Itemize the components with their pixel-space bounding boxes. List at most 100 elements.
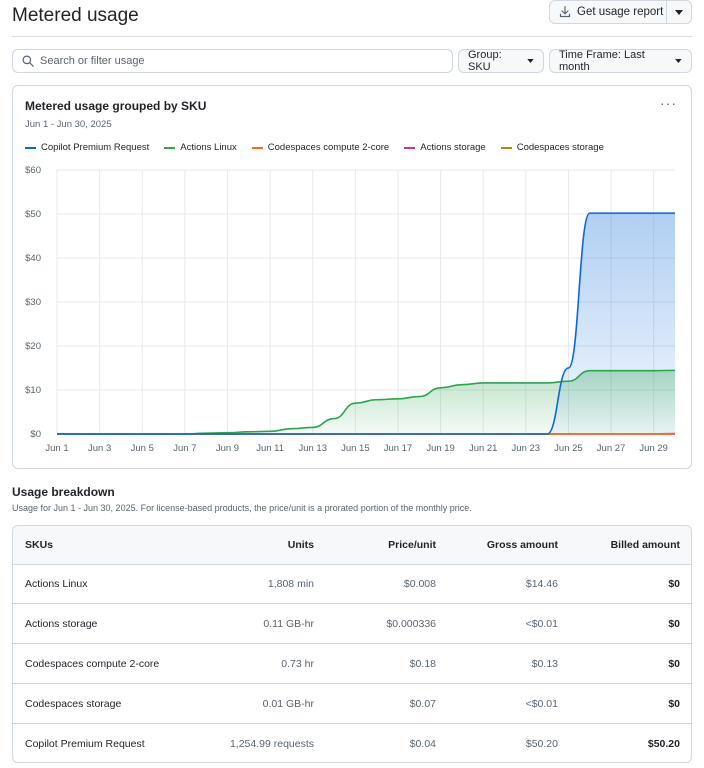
billed-amount-cell: $0	[668, 618, 680, 630]
legend-label: Actions storage	[420, 142, 486, 153]
x-tick-label: Jun 11	[256, 443, 284, 454]
gross-amount-cell: <$0.01	[525, 698, 558, 710]
units-cell: 1,254.99 requests	[229, 737, 314, 750]
billed-amount-cell: $0	[668, 578, 680, 590]
filter-toolbar: Group: SKU Time Frame: Last month	[12, 49, 692, 73]
gross-amount-cell: $0.13	[531, 658, 558, 670]
usage-breakdown-table: SKUs Units Price/unit Gross amount Bille…	[12, 525, 692, 763]
sku-cell: Codespaces storage	[25, 698, 122, 710]
download-icon	[559, 6, 571, 18]
y-tick-label: $30	[25, 297, 41, 308]
header-divider	[12, 36, 692, 37]
x-tick-label: Jun 17	[384, 443, 413, 454]
table-header-row: SKUs Units Price/unit Gross amount Bille…	[13, 526, 691, 565]
legend-label: Actions Linux	[180, 142, 237, 153]
x-tick-label: Jun 25	[554, 443, 583, 454]
group-by-dropdown[interactable]: Group: SKU	[458, 49, 544, 73]
caret-down-icon	[527, 59, 534, 63]
y-tick-label: $60	[25, 165, 41, 176]
legend-item[interactable]: Actions Linux	[164, 142, 237, 153]
x-tick-label: Jun 3	[88, 443, 111, 454]
time-frame-dropdown[interactable]: Time Frame: Last month	[549, 49, 692, 73]
legend-swatch	[251, 146, 263, 149]
x-tick-label: Jun 5	[131, 443, 154, 454]
column-header-units: Units	[287, 539, 314, 551]
caret-down-icon	[675, 9, 683, 15]
column-header-price-unit: Price/unit	[388, 539, 436, 551]
get-usage-report-button[interactable]: Get usage report	[550, 1, 667, 23]
legend-item[interactable]: Copilot Premium Request	[25, 142, 149, 153]
y-tick-label: $40	[25, 253, 41, 264]
caret-down-icon	[675, 59, 682, 63]
price-unit-cell: $0.04	[409, 737, 436, 750]
y-tick-label: $20	[25, 341, 41, 352]
table-row: Actions Linux 1,808 min $0.008 $14.46 $0	[13, 565, 691, 604]
billed-amount-cell: $50.20	[647, 737, 680, 750]
y-tick-label: $0	[30, 429, 41, 440]
kebab-menu-icon[interactable]: ···	[660, 95, 677, 111]
y-tick-label: $10	[25, 385, 41, 396]
page-header: Metered usage Get usage report	[12, 0, 692, 36]
x-tick-label: Jun 29	[639, 443, 668, 454]
price-unit-cell: $0.18	[409, 658, 436, 670]
breakdown-title: Usage breakdown	[12, 485, 115, 499]
chart-date-range: Jun 1 - Jun 30, 2025	[25, 119, 112, 130]
x-tick-label: Jun 7	[173, 443, 196, 454]
table-row: Actions storage 0.11 GB-hr $0.000336 <$0…	[13, 605, 691, 644]
search-input[interactable]	[40, 55, 440, 67]
usage-chart-card: Metered usage grouped by SKU Jun 1 - Jun…	[12, 85, 692, 469]
get-usage-report-split-button: Get usage report	[549, 0, 692, 24]
legend-swatch	[164, 146, 176, 149]
legend-label: Codespaces compute 2-core	[267, 142, 390, 153]
legend-swatch	[500, 146, 512, 149]
units-cell: 0.11 GB-hr	[263, 618, 314, 630]
legend-swatch	[404, 146, 416, 149]
units-cell: 0.01 GB-hr	[262, 698, 314, 710]
x-tick-label: Jun 1	[45, 443, 68, 454]
search-box	[12, 49, 453, 73]
sku-cell: Actions Linux	[25, 578, 88, 590]
report-options-button[interactable]	[667, 1, 691, 23]
column-header-skus: SKUs	[25, 539, 54, 551]
legend-label: Codespaces storage	[516, 142, 604, 153]
usage-area-chart[interactable]: $0 $10 $20 $30 $40 $50 $60 Jun 1 Jun 3 Jun 5 Jun 7…	[13, 158, 691, 458]
column-header-billed-amount: Billed amount	[610, 539, 680, 551]
get-usage-report-label: Get usage report	[577, 6, 664, 18]
sku-cell: Actions storage	[25, 618, 98, 630]
billed-amount-cell: $0	[668, 698, 680, 710]
gross-amount-cell: <$0.01	[525, 618, 558, 630]
time-frame-label: Time Frame: Last month	[559, 49, 645, 73]
breakdown-subtitle: Usage for Jun 1 - Jun 30, 2025. For lice…	[12, 503, 472, 513]
table-row: Codespaces compute 2-core 0.73 hr $0.18 …	[13, 645, 691, 684]
chart-legend: Copilot Premium Request Actions Linux Co…	[25, 142, 619, 153]
units-cell: 0.73 hr	[281, 658, 314, 670]
legend-item[interactable]: Actions storage	[404, 142, 486, 153]
x-tick-label: Jun 13	[298, 443, 327, 454]
x-tick-label: Jun 27	[597, 443, 626, 454]
legend-item[interactable]: Codespaces storage	[500, 142, 604, 153]
group-by-label: Group: SKU	[468, 49, 502, 73]
x-tick-label: Jun 15	[341, 443, 370, 454]
legend-label: Copilot Premium Request	[41, 142, 150, 153]
search-icon	[22, 55, 34, 67]
chart-title: Metered usage grouped by SKU	[25, 99, 207, 113]
price-unit-cell: $0.008	[403, 578, 436, 590]
x-tick-label: Jun 19	[426, 443, 455, 454]
legend-item[interactable]: Codespaces compute 2-core	[251, 142, 390, 153]
sku-cell: Copilot Premium Request	[25, 737, 145, 750]
legend-swatch	[25, 146, 36, 149]
gross-amount-cell: $14.46	[525, 578, 558, 590]
column-header-gross-amount: Gross amount	[486, 539, 558, 551]
price-unit-cell: $0.07	[409, 698, 436, 710]
units-cell: 1,808 min	[267, 578, 314, 590]
gross-amount-cell: $50.20	[525, 737, 558, 750]
page-title: Metered usage	[12, 5, 139, 26]
y-tick-label: $50	[25, 209, 41, 220]
price-unit-cell: $0.000336	[386, 618, 436, 630]
table-row: Copilot Premium Request 1,254.99 request…	[13, 724, 691, 762]
sku-cell: Codespaces compute 2-core	[25, 658, 160, 670]
billed-amount-cell: $0	[668, 658, 680, 670]
x-tick-label: Jun 9	[216, 443, 239, 454]
table-row: Codespaces storage 0.01 GB-hr $0.07 <$0.…	[13, 685, 691, 724]
series-line	[57, 212, 675, 435]
